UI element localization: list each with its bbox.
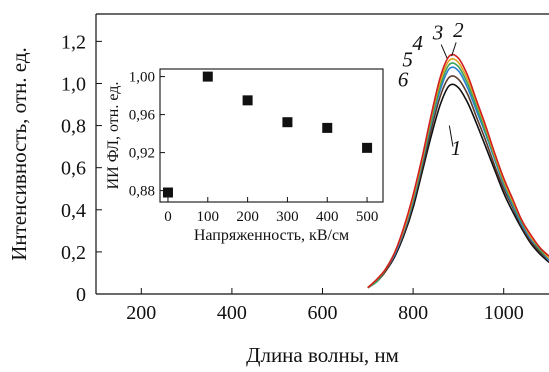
inset-x-tick-label: 500 <box>356 209 379 225</box>
inset-y-tick-label: 0,92 <box>129 146 155 162</box>
inset-y-tick-label: 1,00 <box>129 70 155 86</box>
inset-x-tick-label: 200 <box>236 209 259 225</box>
inset-frame <box>159 68 384 203</box>
curve-leader-1 <box>448 125 454 147</box>
curve-label-1: 1 <box>451 136 462 160</box>
main-y-tick-label: 1,0 <box>61 73 86 95</box>
inset-data-point <box>162 187 173 198</box>
curve-leader-2 <box>451 42 457 57</box>
main-x-tick-label: 600 <box>308 302 338 324</box>
inset-data-point <box>362 142 373 153</box>
spectrum-curve-2 <box>367 53 549 289</box>
inset-y-axis-label: ИИ ФЛ, отн. ед. <box>105 82 122 190</box>
inset-x-tick-label: 100 <box>197 209 220 225</box>
main-x-tick-label: 800 <box>398 302 428 324</box>
main-y-tick-label: 0,2 <box>61 242 86 264</box>
curve-label-5: 5 <box>402 48 413 72</box>
curve-label-4: 4 <box>412 31 423 55</box>
inset-y-tick-label: 0,96 <box>129 108 156 124</box>
spectrum-curve-1 <box>367 83 549 289</box>
main-x-tick-label: 1000 <box>484 302 524 324</box>
curve-label-6: 6 <box>398 68 409 92</box>
curve-label-3: 3 <box>432 20 444 44</box>
inset-x-tick-label: 400 <box>316 209 339 225</box>
main-y-axis-label: Интенсивность, отн. ед. <box>7 47 31 261</box>
main-y-tick-label: 0 <box>76 284 86 306</box>
main-curves <box>367 53 549 289</box>
main-y-tick-label: 0,6 <box>61 158 86 180</box>
inset-background <box>104 56 386 246</box>
inset-x-tick-label: 0 <box>164 209 172 225</box>
inset-data-point <box>202 71 213 82</box>
inset-data-point <box>322 122 333 133</box>
main-axes: 200 400 600 800 100000,20,40,60,81,01,2Длина… <box>7 13 549 367</box>
inset-data-point <box>282 117 293 128</box>
spectrum-curve-5 <box>367 66 549 289</box>
curve-leader-3 <box>440 44 448 59</box>
main-x-tick-label: 400 <box>217 302 247 324</box>
main-curve-labels: 1 654 3 2 <box>398 18 464 160</box>
main-x-tick-label: 200 <box>126 302 156 324</box>
inset-x-tick-label: 300 <box>276 209 299 225</box>
inset-chart: 0 100 200 300 400 500 0,88 0,92 0,96 1,00 Напряжен… <box>104 56 386 246</box>
curve-label-2: 2 <box>453 18 464 42</box>
inset-y-tick-label: 0,88 <box>129 184 155 200</box>
inset-x-axis-label: Напряженность, кВ/см <box>194 227 349 244</box>
inset-data-point <box>242 95 253 106</box>
main-y-tick-label: 1,2 <box>61 31 86 53</box>
main-y-tick-label: 0,8 <box>61 116 86 138</box>
main-x-axis-label: Длина волны, нм <box>246 343 399 367</box>
main-y-tick-label: 0,4 <box>61 200 86 222</box>
